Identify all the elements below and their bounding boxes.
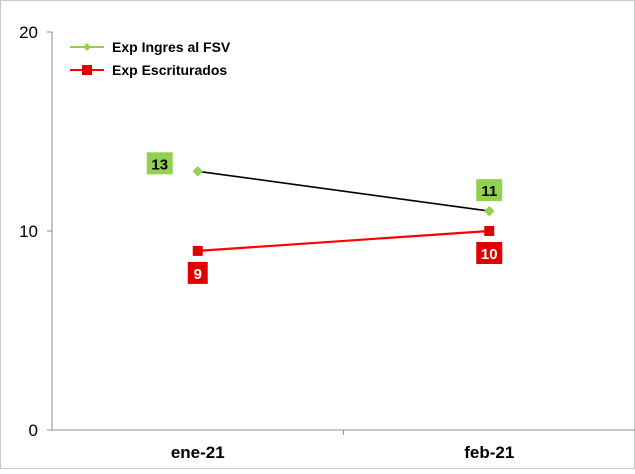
series-line <box>197 170 490 212</box>
data-label: 9 <box>194 266 202 283</box>
data-label: 10 <box>481 246 498 263</box>
data-label-box <box>476 242 503 264</box>
y-tick-label: 10 <box>19 222 38 241</box>
data-label: 11 <box>481 183 497 200</box>
data-point <box>192 245 203 256</box>
x-tick-label: feb-21 <box>464 443 514 462</box>
axes: 0 10 20 ene-21 feb-21 <box>19 23 635 462</box>
data-label-box <box>476 179 503 202</box>
data-label-box <box>146 152 173 175</box>
data-point <box>192 166 203 177</box>
legend: Exp Ingres al FSV Exp Escriturados <box>70 39 231 78</box>
legend-item: Exp Ingres al FSV <box>70 39 231 55</box>
data-label-box <box>187 261 208 284</box>
data-point <box>484 226 495 236</box>
data-label: 13 <box>151 156 168 173</box>
legend-item: Exp Escriturados <box>70 62 227 78</box>
legend-marker <box>83 43 91 51</box>
series-exp-ingres-al-fsv: 13 11 <box>146 152 503 217</box>
data-point <box>484 205 495 217</box>
legend-label: Exp Escriturados <box>112 62 227 78</box>
legend-label: Exp Ingres al FSV <box>112 39 231 55</box>
series-line <box>197 229 490 252</box>
series-exp-escriturados: 9 10 <box>187 226 503 284</box>
y-tick-label: 20 <box>19 23 38 42</box>
series-layer: 13 11 9 10 <box>146 152 503 284</box>
x-tick-label: ene-21 <box>171 443 225 462</box>
legend-marker <box>82 65 92 75</box>
y-tick-label: 0 <box>29 421 38 440</box>
